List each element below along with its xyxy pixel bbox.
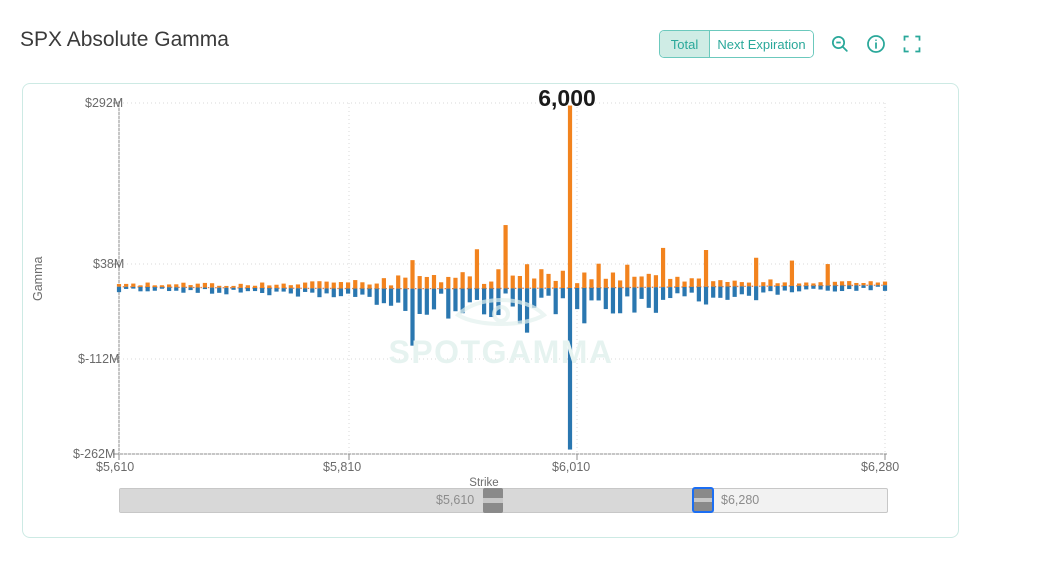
- svg-text:SPOTGAMMA: SPOTGAMMA: [388, 334, 613, 370]
